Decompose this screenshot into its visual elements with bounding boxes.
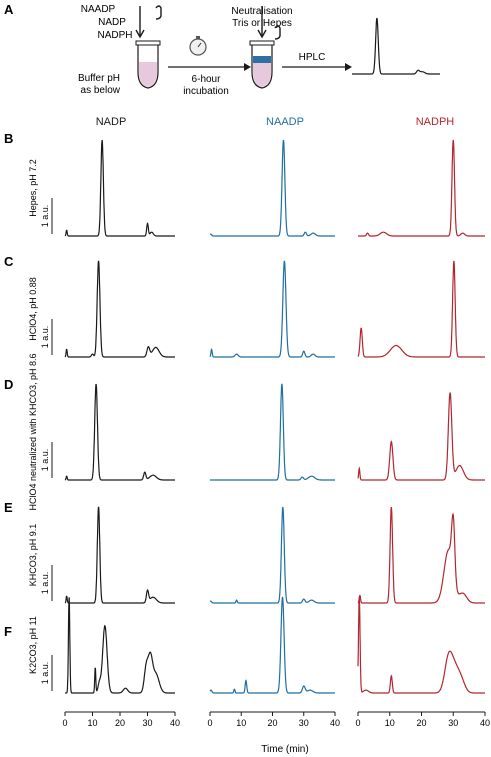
column-title-nadph: NADPH: [416, 116, 455, 128]
condition-label: Hepes, pH 7.2: [28, 159, 38, 217]
pipette-icon-3: [257, 6, 281, 40]
trace-nadph-e: [357, 506, 485, 604]
trace-nadph-c: [357, 260, 485, 358]
stopwatch-icon: [189, 36, 207, 56]
x-axis-nadph: 0 10 20 30 40: [355, 711, 490, 728]
row-B: B Hepes, pH 7.2 1 a.u.: [4, 131, 485, 237]
x-tick-label: 10: [87, 718, 97, 728]
x-tick-label: 10: [385, 718, 395, 728]
x-tick-label: 0: [62, 718, 67, 728]
column-title-naadp: NAADP: [266, 116, 304, 128]
trace-nadp-e: [64, 506, 175, 604]
scale-bar-label: 1 a.u.: [40, 326, 50, 349]
scale-bar-label: 1 a.u.: [40, 205, 50, 228]
x-tick-label: 30: [299, 718, 309, 728]
x-tick-label: 30: [448, 718, 458, 728]
pipette-icon: [135, 6, 145, 39]
panel-label-f: F: [4, 624, 12, 639]
arrow-head-2: [345, 63, 352, 71]
trace-nadp-b: [64, 139, 175, 237]
input-naadp: NAADP: [81, 4, 116, 15]
arrow-head-1: [244, 63, 251, 71]
x-tick-label: 0: [207, 718, 212, 728]
column-title-nadp: NADP: [96, 116, 127, 128]
hplc-text: HPLC: [299, 52, 326, 63]
x-tick-label: 30: [142, 718, 152, 728]
buffer-text-2: as below: [81, 85, 121, 96]
panel-label-a: A: [4, 2, 14, 17]
trace-nadp-d: [64, 383, 175, 481]
panel-label-d: D: [4, 377, 13, 392]
row-F: F K2CO3, pH 11 1 a.u.: [4, 596, 485, 694]
tube-liquid: [139, 62, 157, 87]
neutralised-tube-icon: [249, 40, 275, 89]
x-tick-label: 20: [416, 718, 426, 728]
trace-naadp-b: [209, 139, 335, 237]
example-chromatogram: [352, 17, 440, 75]
x-axis-naadp: 0 10 20 30 40: [207, 711, 340, 728]
panel-label-e: E: [4, 500, 13, 515]
row-C: C HClO4, pH 0.88 1 a.u.: [4, 254, 485, 358]
trace-naadp-e: [209, 506, 335, 604]
trace-nadph-f: [357, 596, 485, 694]
x-tick-label: 40: [330, 718, 340, 728]
x-tick-label: 40: [170, 718, 180, 728]
scale-bar-label: 1 a.u.: [40, 449, 50, 472]
row-D: D HClO4 neutralized with KHCO3, pH 8.6 1 a…: [4, 353, 485, 511]
panel-label-c: C: [4, 254, 14, 269]
trace-nadp-f: [65, 597, 175, 694]
condition-label: K2CO3, pH 11: [28, 616, 38, 674]
row-E: E KHCO3, pH 9.1 1 a.u.: [4, 500, 485, 604]
condition-label: HClO4, pH 0.88: [28, 277, 38, 341]
incubation-text-1: 6-hour: [192, 74, 222, 85]
x-tick-label: 0: [355, 718, 360, 728]
condition-label: HClO4 neutralized with KHCO3, pH 8.6: [28, 353, 38, 510]
input-nadph: NADPH: [97, 30, 132, 41]
x-tick-label: 10: [236, 718, 246, 728]
trace-naadp-f: [209, 596, 335, 694]
buffer-text-1: Buffer pH: [78, 73, 120, 84]
sample-tube-icon: [135, 40, 161, 89]
incubation-text-2: incubation: [183, 86, 229, 97]
input-nadp: NADP: [98, 17, 126, 28]
x-tick-label: 20: [115, 718, 125, 728]
x-tick-label: 40: [480, 718, 490, 728]
schematic-panel: A NAADP NADP NADPH Buffer pH as below 6-…: [4, 2, 440, 97]
trace-nadph-d: [357, 392, 485, 481]
trace-nadph-b: [358, 139, 485, 237]
x-axis-nadp: 0 10 20 30 40: [62, 711, 180, 728]
scale-bar-label: 1 a.u.: [40, 572, 50, 595]
pipette-icon-2: [155, 5, 162, 20]
condition-label: KHCO3, pH 9.1: [28, 524, 38, 587]
trace-nadp-c: [64, 260, 175, 358]
x-tick-label: 20: [267, 718, 277, 728]
trace-naadp-c: [209, 260, 335, 358]
panel-label-b: B: [4, 131, 13, 146]
trace-naadp-d: [210, 383, 335, 481]
scale-bar-label: 1 a.u.: [40, 662, 50, 685]
x-axis-label: Time (min): [261, 744, 308, 755]
